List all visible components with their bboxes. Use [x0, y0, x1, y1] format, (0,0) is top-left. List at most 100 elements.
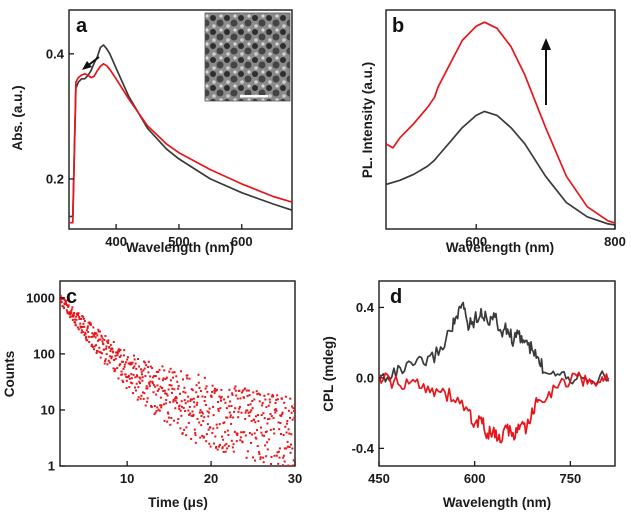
panel-c-decay-point — [118, 350, 121, 353]
panel-c-decay-point — [242, 396, 245, 399]
panel-c-decay-point — [275, 398, 278, 401]
panel-d-frame — [378, 280, 616, 467]
panel-c-decay-point — [80, 331, 83, 334]
panel-c-decay-point — [77, 328, 80, 331]
panel-c-decay-point — [200, 411, 203, 414]
panel-c-decay-point — [217, 409, 220, 412]
panel-c-decay-point — [65, 302, 68, 305]
panel-a-label: a — [76, 15, 88, 37]
panel-c-decay-point — [182, 390, 185, 393]
panel-c-decay-point — [232, 450, 235, 453]
panel-c-decay-point — [281, 464, 284, 466]
panel-c-decay-point — [243, 387, 246, 390]
panel-c-decay-point — [85, 329, 88, 332]
panel-c-decay-point — [270, 463, 273, 465]
panel-c-ticks: 10 20 30 1 10 100 1000 — [26, 290, 302, 486]
panel-b-xtick-label: 800 — [604, 234, 626, 249]
panel-c-decay-point — [207, 415, 210, 418]
panel-c-decay-point — [260, 431, 263, 434]
panel-c-decay-point — [244, 411, 247, 414]
panel-a-xlabel: Wavelength (nm) — [126, 240, 234, 255]
panel-c-decay-point — [272, 395, 275, 398]
panel-c-decay-point — [191, 410, 194, 413]
panel-c-decay-point — [97, 328, 100, 331]
panel-c-decay-point — [138, 376, 141, 379]
panel-c-decay-point — [96, 350, 99, 353]
panel-c-decay-point — [206, 390, 209, 393]
panel-c-decay-point — [155, 393, 158, 396]
panel-c-decay-point — [262, 461, 265, 464]
panel-c-decay-point — [90, 345, 93, 347]
panel-c-decay-point — [114, 368, 117, 371]
panel-c-decay-point — [175, 396, 177, 398]
panel-c-decay-point — [177, 387, 179, 390]
panel-c-decay-point — [236, 434, 239, 436]
panel-c-decay-point — [270, 456, 273, 458]
panel-c-decay-point — [107, 339, 110, 342]
panel-c-decay-point — [226, 429, 229, 432]
panel-c-decay-point — [160, 404, 163, 407]
panel-c-decay-point — [188, 413, 191, 416]
panel-c-decay-point — [178, 404, 181, 407]
panel-b-ticks: 600 800 — [465, 224, 626, 249]
panel-a-ytick-label: 0.2 — [46, 171, 64, 186]
panel-c-decay-point — [157, 371, 160, 373]
panel-c-decay-point — [257, 414, 259, 417]
panel-c-decay-point — [122, 354, 125, 357]
panel-c-decay-point — [86, 325, 89, 328]
panel-c-decay-point — [291, 447, 294, 450]
panel-c-decay-point — [104, 360, 107, 362]
panel-c-decay-point — [236, 397, 239, 400]
panel-c-decay-point — [267, 404, 270, 407]
panel-c-decay-point — [228, 388, 231, 391]
panel-c-decay-point — [154, 375, 157, 377]
panel-c-decay-point — [233, 410, 236, 413]
panel-c-decay-point — [279, 433, 282, 435]
panel-c-frame — [59, 280, 296, 467]
panel-c-decay-point — [76, 326, 79, 329]
panel-c-decay-point — [105, 347, 108, 350]
panel-c-decay-point — [193, 428, 196, 431]
panel-c-decay-point — [187, 395, 190, 398]
panel-c-decay-point — [146, 387, 149, 390]
panel-c-decay-point — [245, 456, 248, 459]
panel-c-decay-point — [241, 441, 244, 444]
panel-c-decay-point — [208, 442, 211, 445]
panel-c-decay-point — [248, 414, 251, 417]
panel-c-decay-point — [180, 414, 183, 417]
panel-c-decay-point — [62, 305, 65, 308]
panel-c-ytick-label: 10 — [41, 402, 55, 417]
panel-c-decay-point — [66, 304, 69, 307]
panel-c-decay-point — [250, 409, 253, 412]
panel-c-decay-point — [92, 326, 95, 329]
panel-b-xtick-label: 600 — [465, 234, 487, 249]
panel-c-decay-point — [184, 391, 187, 394]
panel-c-decay-point — [169, 423, 172, 426]
panel-c-decay-point — [262, 412, 265, 415]
tem-inset — [204, 12, 291, 102]
panel-c-decay-point — [172, 400, 175, 403]
panel-c-decay-point — [231, 392, 234, 395]
panel-c-decay-point — [203, 376, 206, 379]
panel-c-decay-point — [277, 421, 280, 424]
panel-c-decay-point — [197, 373, 200, 376]
panel-d-xlabel: Wavelength (nm) — [443, 495, 551, 510]
panel-c-decay-point — [275, 454, 278, 457]
panel-c-decay-point — [132, 367, 135, 369]
panel-d-series-black — [379, 301, 610, 386]
panel-a-series-red — [69, 62, 292, 224]
panel-c-decay-point — [83, 325, 86, 328]
panel-c-decay-point — [224, 450, 227, 453]
panel-c-decay-point — [148, 383, 151, 385]
panel-c-decay-point — [130, 363, 133, 366]
panel-c-decay-point — [240, 411, 243, 414]
panel-c-decay-point — [194, 441, 197, 444]
panel-c-decay-point — [109, 350, 112, 353]
panel-c-decay-point — [225, 407, 228, 410]
panel-c-decay-point — [189, 399, 192, 402]
panel-c-decay-point — [237, 416, 240, 419]
panel-c-decay-point — [214, 387, 216, 390]
panel-c-decay-point — [105, 345, 108, 348]
panel-c-decay-point — [163, 419, 166, 422]
panel-c-decay-point — [150, 406, 153, 408]
